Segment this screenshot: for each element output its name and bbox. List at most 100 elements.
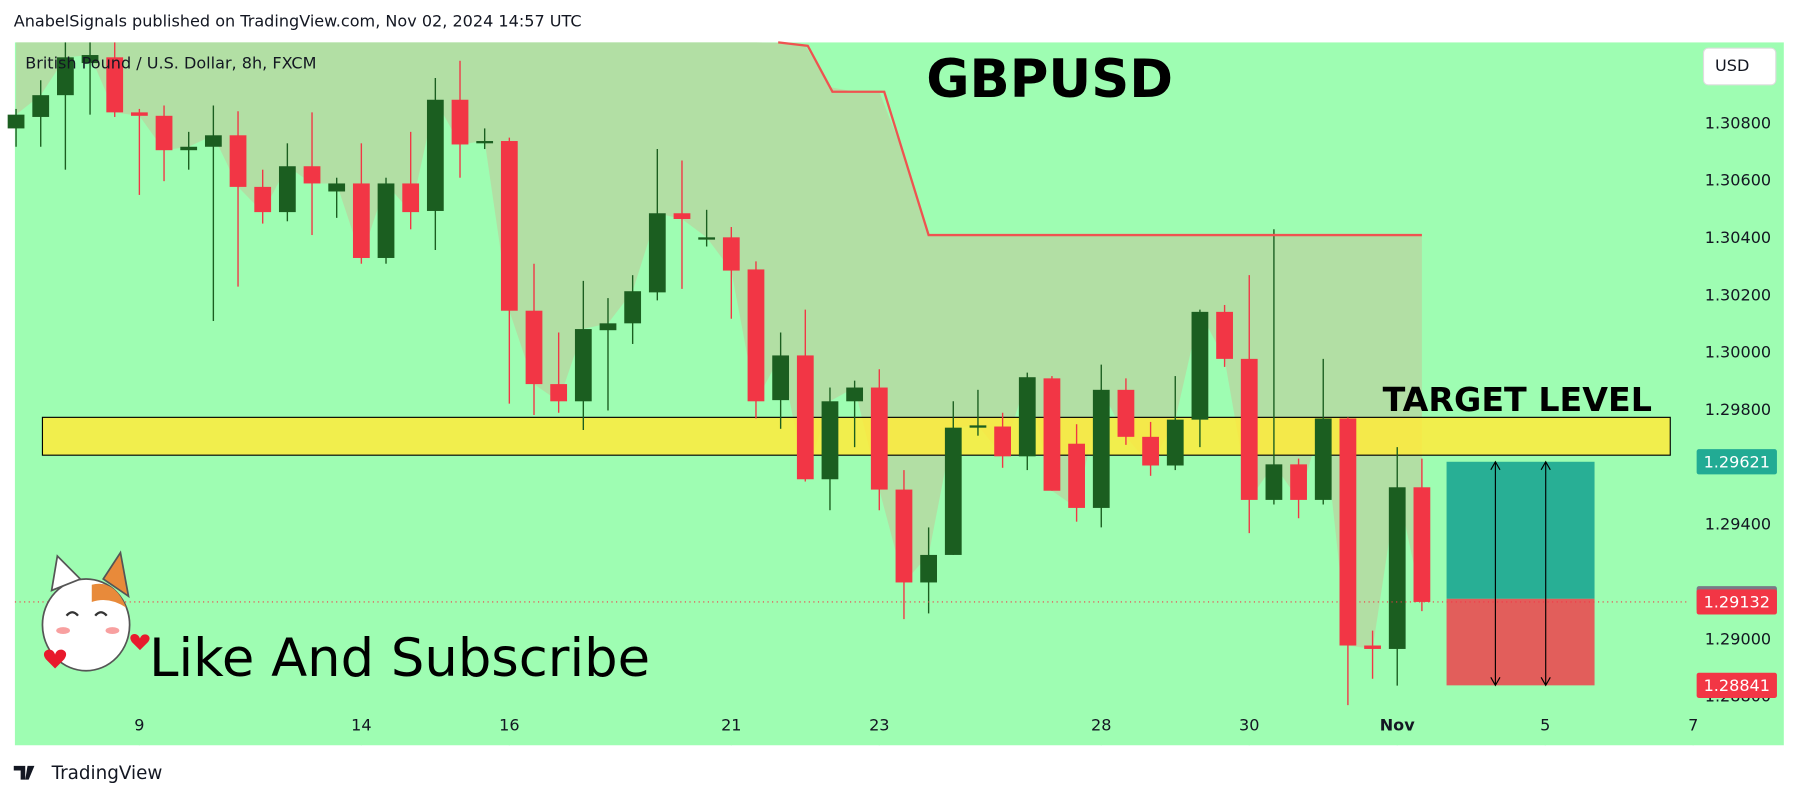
candle-body bbox=[229, 135, 247, 187]
candle-body bbox=[352, 183, 370, 258]
candle-body bbox=[1339, 418, 1357, 646]
candle-body bbox=[254, 186, 272, 213]
candle-body bbox=[204, 135, 222, 147]
x-tick-label: 21 bbox=[721, 715, 741, 734]
candle-body bbox=[1166, 419, 1184, 466]
candle-body bbox=[1043, 378, 1061, 491]
candle-body bbox=[1314, 418, 1332, 500]
candle-body bbox=[698, 237, 716, 240]
trend-line bbox=[778, 41, 1422, 237]
candle-body bbox=[550, 384, 568, 402]
y-tick-label: 1.30600 bbox=[1705, 171, 1771, 190]
candle-body bbox=[1018, 377, 1036, 457]
annotation: Like And Subscribe bbox=[149, 628, 650, 689]
sticker bbox=[41, 550, 150, 672]
candle-body bbox=[870, 387, 888, 490]
candle-body bbox=[747, 269, 765, 402]
candle-body bbox=[772, 355, 790, 401]
candle-body bbox=[303, 166, 321, 184]
tv-logo bbox=[13, 765, 35, 780]
header: AnabelSignals published on TradingView.c… bbox=[14, 11, 582, 30]
candle-body bbox=[895, 489, 913, 583]
candle-body bbox=[574, 329, 592, 402]
arrow bbox=[1490, 460, 1501, 687]
candle-body bbox=[846, 387, 864, 402]
profit-box bbox=[1446, 461, 1595, 599]
candle-body bbox=[402, 183, 420, 213]
candle-body bbox=[426, 99, 444, 211]
candle-body bbox=[1388, 487, 1406, 649]
candle-body bbox=[821, 401, 839, 480]
candle-body bbox=[1240, 358, 1258, 500]
candle-body bbox=[106, 57, 124, 113]
currency[interactable]: USD bbox=[1715, 56, 1749, 75]
footer: TradingView bbox=[51, 763, 163, 784]
candle-body bbox=[525, 310, 543, 385]
x-tick-label: 5 bbox=[1540, 715, 1550, 734]
loss-box bbox=[1446, 598, 1595, 686]
candle-body bbox=[130, 112, 148, 116]
candle-body bbox=[969, 425, 987, 428]
y-tick-label: 1.30000 bbox=[1705, 343, 1771, 362]
candle-body bbox=[944, 427, 962, 555]
candle-body bbox=[1413, 487, 1431, 602]
candle-body bbox=[1117, 389, 1135, 437]
candle-body bbox=[155, 115, 173, 151]
currency-button[interactable] bbox=[1702, 47, 1777, 86]
candle-body bbox=[328, 183, 346, 192]
x-tick-label: 14 bbox=[351, 715, 371, 734]
chart-title: GBPUSD bbox=[926, 49, 1173, 110]
candle-body bbox=[81, 55, 99, 64]
x-tick-label: 28 bbox=[1091, 715, 1111, 734]
candle-body bbox=[1364, 645, 1381, 649]
y-tick-label: 1.29000 bbox=[1705, 629, 1771, 648]
candle-body bbox=[180, 146, 198, 151]
candle-body bbox=[722, 237, 740, 271]
candle-body bbox=[1068, 443, 1085, 508]
candle-body bbox=[796, 355, 814, 480]
candle-body bbox=[920, 554, 938, 583]
candle-body bbox=[32, 95, 50, 117]
x-tick-label: 7 bbox=[1688, 715, 1698, 734]
price-label: 1.29132 bbox=[1704, 593, 1770, 612]
price-label-bg bbox=[1696, 589, 1777, 615]
candle-body bbox=[1191, 311, 1209, 420]
price-label-bg bbox=[1696, 449, 1777, 475]
target-zone bbox=[41, 416, 1671, 456]
candle-body bbox=[648, 213, 666, 293]
candle-body bbox=[451, 99, 469, 145]
candle-body bbox=[377, 183, 395, 258]
x-tick-label: 16 bbox=[499, 715, 519, 734]
y-tick-label: 1.30400 bbox=[1705, 228, 1771, 247]
price-label: 1.29621 bbox=[1704, 452, 1770, 471]
y-tick-label: 1.29800 bbox=[1705, 400, 1771, 419]
candle-body bbox=[500, 141, 518, 311]
candle-body bbox=[994, 426, 1011, 457]
candle-body bbox=[57, 57, 74, 96]
candle-body bbox=[476, 141, 494, 144]
y-tick-label: 1.30200 bbox=[1705, 285, 1771, 304]
zone-label: TARGET LEVEL bbox=[1383, 380, 1652, 419]
candle-body bbox=[673, 213, 691, 219]
candle-body bbox=[7, 114, 25, 129]
candle-body bbox=[624, 291, 642, 324]
price-label: 1.28841 bbox=[1704, 676, 1770, 695]
y-tick-label: 1.29400 bbox=[1705, 515, 1771, 534]
x-tick-label: 23 bbox=[869, 715, 889, 734]
candle-body bbox=[1142, 436, 1159, 466]
arrow bbox=[1540, 460, 1551, 687]
x-tick-label: Nov bbox=[1380, 715, 1415, 734]
x-tick-label: 9 bbox=[134, 715, 144, 734]
candle-body bbox=[1092, 389, 1110, 508]
candle-body bbox=[1265, 464, 1283, 500]
y-tick-label: 1.30800 bbox=[1705, 113, 1771, 132]
candle-body bbox=[1216, 311, 1233, 359]
price-label-bg bbox=[1696, 672, 1777, 698]
candle-body bbox=[278, 166, 296, 213]
candle-body bbox=[1290, 464, 1307, 500]
x-tick-label: 30 bbox=[1239, 715, 1259, 734]
symbol: British Pound / U.S. Dollar, 8h, FXCM bbox=[25, 54, 316, 73]
candle-body bbox=[599, 323, 617, 331]
